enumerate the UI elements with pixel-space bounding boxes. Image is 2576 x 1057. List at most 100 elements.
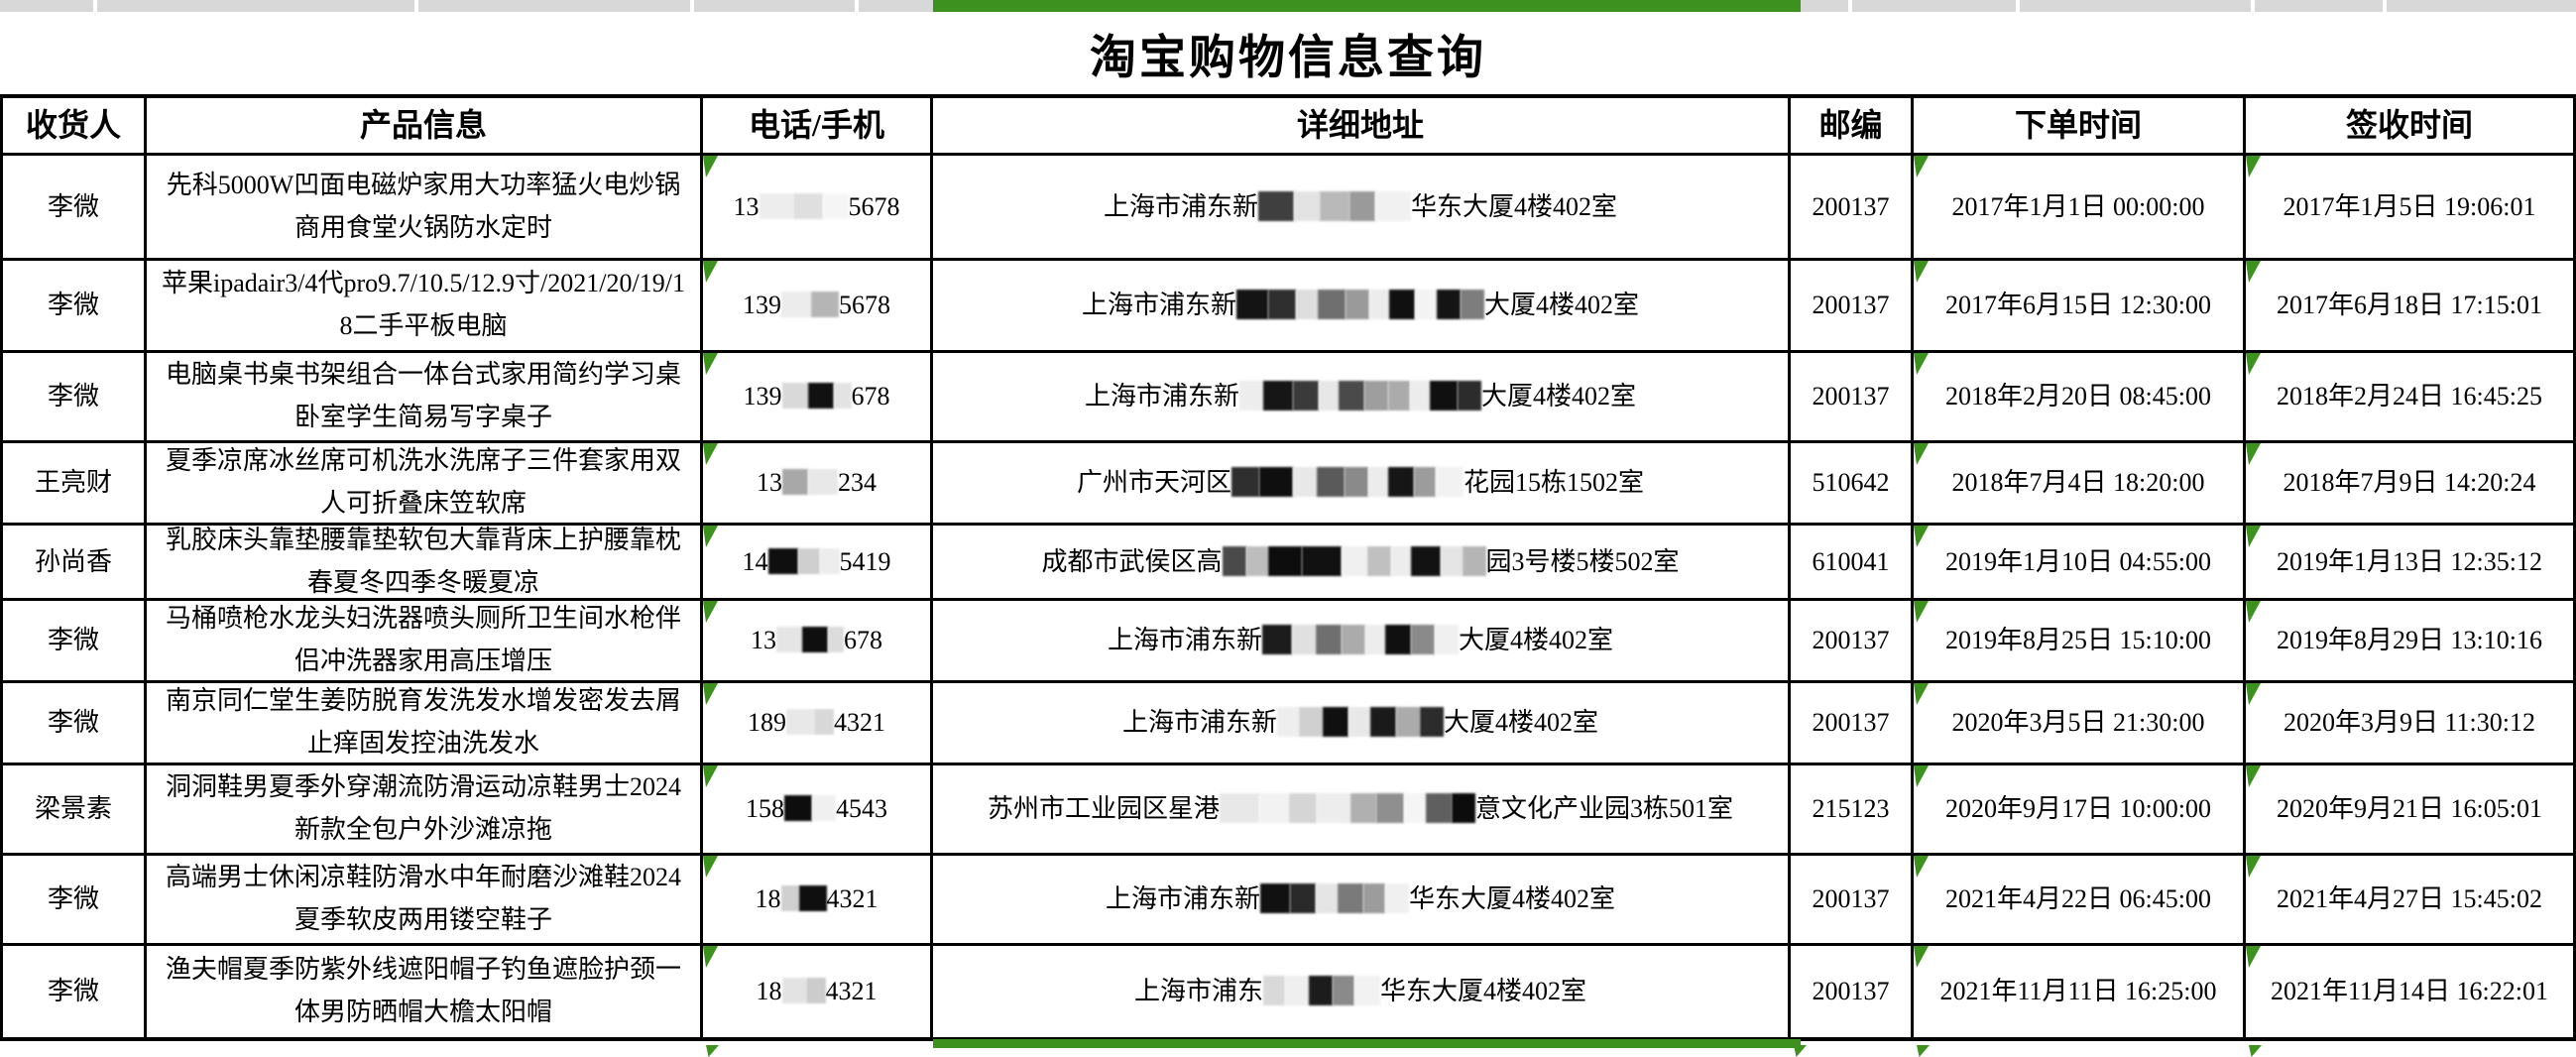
phone-cell[interactable]: 14 5419 <box>703 526 933 601</box>
redaction-block <box>1319 381 1339 411</box>
recipient-cell[interactable]: 李微 <box>0 856 147 946</box>
redaction-block <box>1263 976 1285 1006</box>
redaction-block <box>819 547 840 574</box>
receive-time-cell[interactable]: 2020年9月21日 16:05:01 <box>2246 765 2576 856</box>
redaction-block <box>1388 381 1410 411</box>
phone-cell[interactable]: 189 4321 <box>703 683 933 765</box>
phone-cell[interactable]: 18 4321 <box>703 856 933 946</box>
zip-cell[interactable]: 200137 <box>1791 946 1914 1041</box>
receive-time-cell[interactable]: 2018年7月9日 14:20:24 <box>2246 443 2576 526</box>
header-address[interactable]: 详细地址 <box>933 94 1791 156</box>
zip-cell[interactable]: 200137 <box>1791 156 1914 261</box>
receive-time-cell[interactable]: 2017年6月18日 17:15:01 <box>2246 261 2576 353</box>
order-time-cell[interactable]: 2020年3月5日 21:30:00 <box>1914 683 2246 765</box>
strip-divider <box>855 0 859 12</box>
product-cell[interactable]: 南京同仁堂生姜防脱育发洗发水增发密发去屑止痒固发控油洗发水 <box>147 683 703 765</box>
zip-cell[interactable]: 200137 <box>1791 601 1914 683</box>
zip-cell[interactable]: 200137 <box>1791 261 1914 353</box>
address-cell[interactable]: 广州市天河区 花园15栋1502室 <box>933 443 1791 526</box>
zip-cell[interactable]: 510642 <box>1791 443 1914 526</box>
redaction-block <box>1411 625 1435 655</box>
zip-cell[interactable]: 200137 <box>1791 683 1914 765</box>
text-format-indicator-icon <box>1914 261 1929 283</box>
recipient-cell[interactable]: 李微 <box>0 353 147 443</box>
order-time-value: 2021年4月22日 06:45:00 <box>1945 884 2211 914</box>
product-cell[interactable]: 苹果ipadair3/4代pro9.7/10.5/12.9寸/2021/20/1… <box>147 261 703 353</box>
header-zip[interactable]: 邮编 <box>1791 94 1914 156</box>
phone-cell[interactable]: 18 4321 <box>703 946 933 1041</box>
header-product[interactable]: 产品信息 <box>147 94 703 156</box>
address-value: 上海市浦东新 大厦4楼402室 <box>1121 707 1599 738</box>
receive-time-cell[interactable]: 2019年1月13日 12:35:12 <box>2246 526 2576 601</box>
address-cell[interactable]: 苏州市工业园区星港 意文化产业园3栋501室 <box>933 765 1791 856</box>
zip-cell[interactable]: 215123 <box>1791 765 1914 856</box>
product-cell[interactable]: 高端男士休闲凉鞋防滑水中年耐磨沙滩鞋2024夏季软皮两用镂空鞋子 <box>147 856 703 946</box>
address-cell[interactable]: 上海市浦东新 大厦4楼402室 <box>933 683 1791 765</box>
zip-cell[interactable]: 200137 <box>1791 856 1914 946</box>
text-format-indicator-icon <box>1917 1045 1930 1057</box>
phone-value: 139 678 <box>743 382 890 411</box>
product-cell[interactable]: 乳胶床头靠垫腰靠垫软包大靠背床上护腰靠枕春夏冬四季冬暖夏凉 <box>147 526 703 601</box>
text-format-indicator-icon <box>703 601 718 623</box>
product-cell[interactable]: 先科5000W凹面电磁炉家用大功率猛火电炒锅商用食堂火锅防水定时 <box>147 156 703 261</box>
receive-time-value: 2019年1月13日 12:35:12 <box>2277 546 2542 576</box>
product-cell[interactable]: 洞洞鞋男夏季外穿潮流防滑运动凉鞋男士2024新款全包户外沙滩凉拖 <box>147 765 703 856</box>
phone-value: 14 5419 <box>742 546 891 576</box>
redaction-block <box>1350 793 1376 824</box>
address-cell[interactable]: 上海市浦东 华东大厦4楼402室 <box>933 946 1791 1041</box>
phone-cell[interactable]: 13 5678 <box>703 156 933 261</box>
order-time-cell[interactable]: 2019年1月10日 04:55:00 <box>1914 526 2246 601</box>
redaction-block <box>1410 545 1441 576</box>
product-cell[interactable]: 渔夫帽夏季防紫外线遮阳帽子钓鱼遮脸护颈一体男防晒帽大檐太阳帽 <box>147 946 703 1041</box>
redaction-block <box>1333 976 1354 1006</box>
phone-cell[interactable]: 158 4543 <box>703 765 933 856</box>
order-time-cell[interactable]: 2021年11月11日 16:25:00 <box>1914 946 2246 1041</box>
receive-time-cell[interactable]: 2019年8月29日 13:10:16 <box>2246 601 2576 683</box>
order-time-cell[interactable]: 2018年2月20日 08:45:00 <box>1914 353 2246 443</box>
recipient-cell[interactable]: 李微 <box>0 261 147 353</box>
redaction-block <box>759 192 793 219</box>
address-cell[interactable]: 上海市浦东新 大厦4楼402室 <box>933 353 1791 443</box>
receive-time-cell[interactable]: 2020年3月9日 11:30:12 <box>2246 683 2576 765</box>
order-time-cell[interactable]: 2020年9月17日 10:00:00 <box>1914 765 2246 856</box>
receive-time-cell[interactable]: 2021年4月27日 15:45:02 <box>2246 856 2576 946</box>
zip-cell[interactable]: 200137 <box>1791 353 1914 443</box>
header-phone[interactable]: 电话/手机 <box>703 94 933 156</box>
phone-cell[interactable]: 13 234 <box>703 443 933 526</box>
recipient-cell[interactable]: 梁景素 <box>0 765 147 856</box>
product-cell[interactable]: 夏季凉席冰丝席可机洗水洗席子三件套家用双人可折叠床笠软席 <box>147 443 703 526</box>
recipient-cell[interactable]: 李微 <box>0 601 147 683</box>
phone-cell[interactable]: 13 678 <box>703 601 933 683</box>
address-cell[interactable]: 上海市浦东新 华东大厦4楼402室 <box>933 856 1791 946</box>
zip-cell[interactable]: 610041 <box>1791 526 1914 601</box>
recipient-cell[interactable]: 王亮财 <box>0 443 147 526</box>
header-recipient[interactable]: 收货人 <box>0 94 147 156</box>
header-order-time[interactable]: 下单时间 <box>1914 94 2246 156</box>
product-cell[interactable]: 马桶喷枪水龙头妇洗器喷头厕所卫生间水枪伴侣冲洗器家用高压增压 <box>147 601 703 683</box>
address-cell[interactable]: 上海市浦东新 大厦4楼402室 <box>933 261 1791 353</box>
phone-cell[interactable]: 139 5678 <box>703 261 933 353</box>
order-time-cell[interactable]: 2019年8月25日 15:10:00 <box>1914 601 2246 683</box>
receive-time-cell[interactable]: 2018年2月24日 16:45:25 <box>2246 353 2576 443</box>
order-time-cell[interactable]: 2017年6月15日 12:30:00 <box>1914 261 2246 353</box>
phone-cell[interactable]: 139 678 <box>703 353 933 443</box>
recipient-cell[interactable]: 孙尚香 <box>0 526 147 601</box>
order-time-cell[interactable]: 2017年1月1日 00:00:00 <box>1914 156 2246 261</box>
address-cell[interactable]: 成都市武侯区高 园3号楼5楼502室 <box>933 526 1791 601</box>
address-value: 苏州市工业园区星港 意文化产业园3栋501室 <box>987 793 1734 824</box>
receive-time-cell[interactable]: 2021年11月14日 16:22:01 <box>2246 946 2576 1041</box>
address-cell[interactable]: 上海市浦东新 大厦4楼402室 <box>933 601 1791 683</box>
redaction-block <box>814 709 834 736</box>
product-cell[interactable]: 电脑桌书桌书架组合一体台式家用简约学习桌卧室学生简易写字桌子 <box>147 353 703 443</box>
header-receive-time[interactable]: 签收时间 <box>2246 94 2576 156</box>
text-format-indicator-icon <box>703 443 718 465</box>
recipient-cell[interactable]: 李微 <box>0 156 147 261</box>
receive-time-cell[interactable]: 2017年1月5日 19:06:01 <box>2246 156 2576 261</box>
text-format-indicator-icon <box>703 353 718 375</box>
address-cell[interactable]: 上海市浦东新 华东大厦4楼402室 <box>933 156 1791 261</box>
order-time-cell[interactable]: 2018年7月4日 18:20:00 <box>1914 443 2246 526</box>
recipient-cell[interactable]: 李微 <box>0 683 147 765</box>
order-time-cell[interactable]: 2021年4月22日 06:45:00 <box>1914 856 2246 946</box>
receive-time-value: 2021年11月14日 16:22:01 <box>2271 977 2548 1006</box>
recipient-cell[interactable]: 李微 <box>0 946 147 1041</box>
